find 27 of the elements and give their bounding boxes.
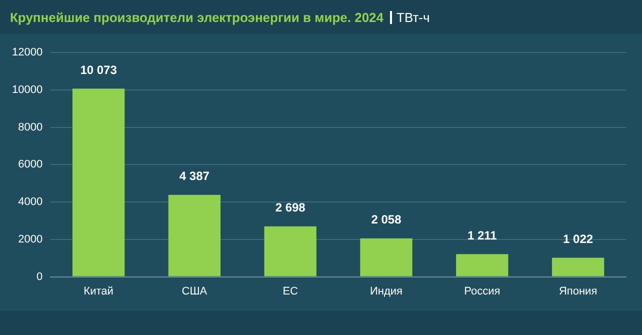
y-tick-label: 0 — [36, 270, 43, 283]
bar — [168, 194, 221, 276]
chart-title: Крупнейшие производители электроэнергии в мире. 2024 — [10, 10, 384, 24]
x-tick-label: ЕС — [282, 285, 298, 298]
x-tick-label: Индия — [370, 285, 403, 298]
y-tick-label: 10000 — [12, 84, 43, 96]
x-tick-label: США — [182, 285, 208, 298]
bar — [456, 254, 508, 276]
x-tick-label: Россия — [464, 285, 500, 298]
data-label: 10 073 — [80, 62, 118, 77]
y-tick-label: 4000 — [18, 196, 43, 208]
bar — [360, 238, 412, 276]
bar — [264, 226, 316, 276]
y-tick-label: 8000 — [18, 121, 43, 134]
bar — [72, 88, 125, 276]
data-label: 1 211 — [467, 228, 498, 242]
data-label: 1 022 — [563, 232, 594, 246]
data-label: 4 387 — [179, 169, 210, 184]
data-label: 2 698 — [275, 200, 306, 215]
data-label: 2 058 — [371, 212, 402, 227]
y-tick-label: 6000 — [18, 158, 43, 171]
x-tick-label: Япония — [558, 285, 598, 298]
y-tick-label: 2000 — [18, 233, 43, 246]
y-tick-label: 12000 — [12, 46, 43, 59]
x-tick-label: Китай — [84, 285, 114, 298]
chart-subtitle: ТВт-ч — [396, 10, 430, 24]
bar — [552, 258, 604, 276]
